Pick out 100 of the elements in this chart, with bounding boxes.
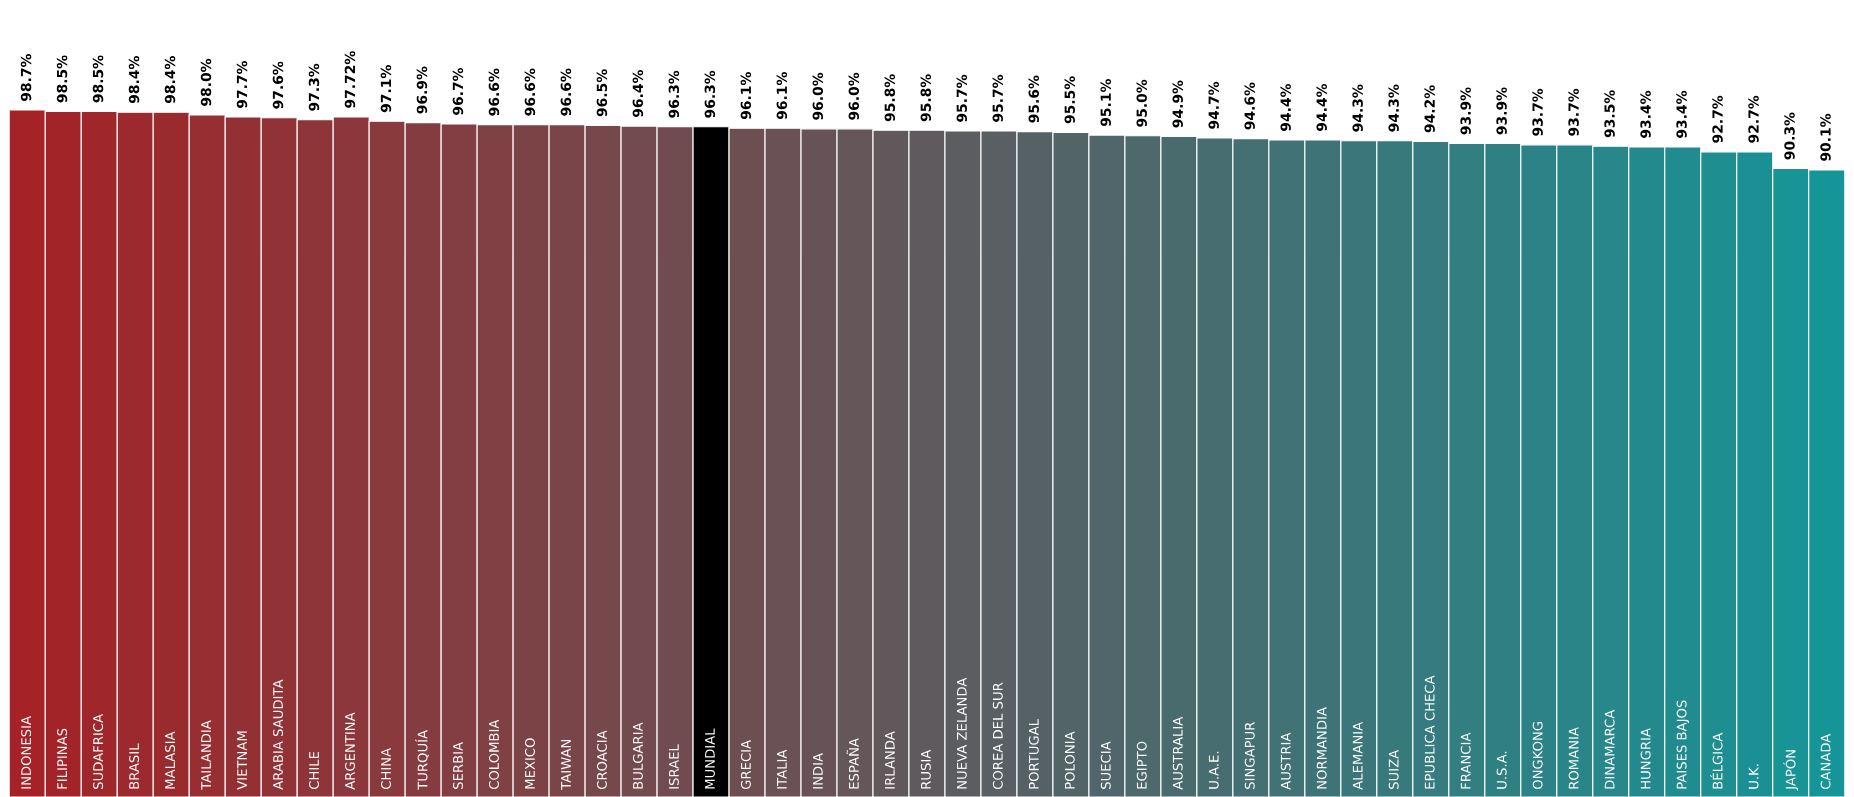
data-label: 97.6%: [272, 61, 284, 109]
x-tick-label: CHINA: [381, 747, 391, 790]
data-label: 97.3%: [308, 63, 320, 111]
x-tick-label: POLONIA: [1064, 731, 1075, 789]
x-tick-label: SERBIA: [452, 742, 463, 789]
data-label: 92.7%: [1712, 95, 1723, 143]
x-tick-label: TAILANDIA: [201, 720, 211, 790]
data-label: 98.4%: [164, 56, 176, 104]
x-tick-label: U.S.A.: [1496, 751, 1507, 789]
data-label: 94.3%: [1352, 84, 1363, 132]
data-label: 93.9%: [1496, 87, 1507, 135]
data-label: 90.1%: [1820, 113, 1831, 161]
data-label: 93.7%: [1532, 88, 1543, 136]
data-label: 97.1%: [380, 65, 392, 113]
data-label: 96.6%: [560, 68, 572, 116]
data-label: 93.7%: [1568, 88, 1579, 136]
data-label: 98.4%: [128, 56, 140, 104]
x-tick-label: CANADA: [1820, 733, 1831, 790]
x-tick-label: NORMANDIA: [1316, 707, 1327, 789]
data-label: 93.5%: [1604, 90, 1615, 138]
x-tick-label: U.K.: [1748, 764, 1759, 789]
data-label: 97.7%: [236, 60, 248, 108]
data-label: 98.7%: [20, 53, 32, 102]
x-tick-label: PAISES BAJOS: [1676, 700, 1690, 789]
x-tick-label: HUNGRIA: [1640, 728, 1651, 789]
x-tick-label: JAPÓN: [1783, 750, 1799, 791]
data-label: 95.1%: [1100, 79, 1111, 127]
data-label: 96.1%: [740, 72, 752, 120]
data-label: 92.7%: [1748, 95, 1759, 143]
x-tick-label: SUDAFRICA: [93, 714, 104, 789]
data-label: 96.6%: [524, 68, 536, 116]
data-label: 95.6%: [1028, 75, 1039, 123]
x-tick-label: ARGENTINA: [345, 712, 355, 790]
x-tick-label: NUEVA ZELANDA: [957, 677, 967, 789]
data-label: 95.8%: [920, 74, 932, 122]
x-tick-label: AUSTRALIA: [1172, 716, 1183, 790]
x-tick-label: BULGARIA: [632, 722, 643, 789]
x-tick-label: TURQUÍA: [415, 730, 430, 790]
data-label: 94.3%: [1388, 84, 1399, 132]
x-tick-label: FILIPINAS: [57, 728, 68, 789]
x-tick-label: COREA DEL SUR: [992, 682, 1003, 790]
data-label: 98.5%: [56, 55, 68, 103]
x-tick-label: SUECIA: [1100, 741, 1111, 789]
data-label: 96.7%: [452, 67, 464, 115]
data-label: 96.3%: [704, 70, 716, 118]
x-tick-label: BÉLGICA: [1710, 732, 1723, 789]
x-tick-label: INDIA: [813, 753, 823, 789]
data-label: 94.4%: [1280, 83, 1291, 131]
x-tick-label: RUSIA: [920, 749, 931, 789]
data-label: 96.0%: [812, 72, 824, 120]
data-label: 94.9%: [1172, 80, 1183, 128]
x-tick-label: FRANCIA: [1460, 732, 1471, 789]
x-tick-label: SINGAPUR: [1244, 722, 1255, 789]
x-tick-label: U.A.E.: [1208, 751, 1219, 789]
data-label: 96.0%: [848, 72, 860, 120]
data-label: 98.5%: [92, 55, 104, 103]
data-label: 96.6%: [488, 68, 500, 116]
x-tick-label: CHILE: [309, 751, 320, 790]
data-label: 95.8%: [884, 74, 896, 122]
x-tick-label: AUSTRIA: [1280, 732, 1291, 790]
data-label: 94.6%: [1244, 82, 1255, 130]
data-label: 94.7%: [1208, 81, 1219, 129]
data-label: 93.4%: [1676, 90, 1687, 138]
x-tick-label: IRLANDA: [885, 731, 895, 789]
x-tick-label: VIETNAM: [237, 731, 247, 790]
x-tick-label: MEXICO: [524, 738, 535, 789]
x-tick-label: ROMANIA: [1568, 727, 1579, 789]
x-tick-label: ARABIA SAUDITA: [273, 679, 284, 790]
x-tick-label: ESPAÑA: [846, 738, 859, 789]
x-tick-label: TAIWAN: [561, 739, 571, 790]
data-label: 97.72%: [344, 51, 356, 108]
data-label: 95.5%: [1064, 76, 1075, 124]
data-label: 94.4%: [1316, 83, 1327, 131]
data-label: 95.7%: [992, 74, 1004, 122]
data-label: 96.3%: [668, 70, 680, 118]
data-label: 93.9%: [1460, 87, 1471, 135]
x-tick-label: ONGKONG: [1532, 721, 1543, 790]
data-label: 96.5%: [596, 69, 608, 117]
data-label: 90.3%: [1784, 112, 1795, 160]
x-tick-label: GRECIA: [740, 740, 751, 790]
x-tick-label: ALEMANIA: [1352, 721, 1363, 790]
x-tick-label: DINAMARCA: [1604, 709, 1615, 789]
x-tick-label: EPUBLICA CHECA: [1424, 675, 1435, 789]
data-label: 98.0%: [200, 58, 212, 106]
data-label: 96.1%: [776, 72, 788, 120]
data-label: 93.4%: [1640, 90, 1651, 138]
data-label: 95.7%: [956, 74, 968, 122]
data-label: 95.0%: [1136, 79, 1147, 127]
data-label: 96.4%: [632, 69, 644, 118]
x-tick-label: MALASIA: [165, 731, 176, 789]
x-tick-label: ITALIA: [777, 749, 787, 789]
x-tick-label: BRASIL: [129, 743, 140, 789]
x-tick-label: COLOMBIA: [488, 719, 499, 790]
data-label: 94.2%: [1424, 85, 1435, 133]
x-tick-label: ISRAEL: [668, 744, 679, 789]
x-tick-label: CROACIA: [596, 730, 607, 790]
x-tick-label: SUIZA: [1388, 749, 1399, 789]
x-tick-label: EGIPTO: [1136, 741, 1147, 789]
data-label: 96.9%: [416, 66, 428, 114]
x-tick-label: PORTUGAL: [1028, 718, 1039, 789]
